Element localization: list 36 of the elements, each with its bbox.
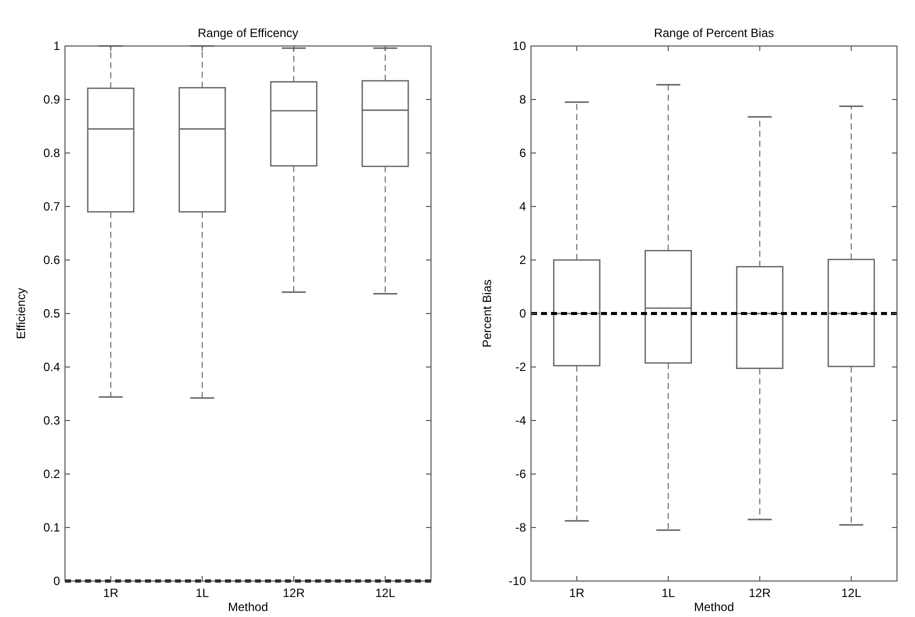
y-tick-label: -8 xyxy=(515,520,526,535)
x-tick-label: 1R xyxy=(569,586,585,600)
y-tick-label: 0.4 xyxy=(43,360,60,374)
y-tick-label: 2 xyxy=(519,253,526,268)
x-tick-label: 1R xyxy=(103,586,119,600)
y-tick-label: 6 xyxy=(519,146,526,160)
y-tick-label: 0 xyxy=(53,574,60,588)
x-tick-label: 12L xyxy=(375,586,396,600)
chart-title: Range of Efficency xyxy=(198,26,298,40)
y-tick-label: 0.8 xyxy=(43,146,60,160)
y-tick-label: -10 xyxy=(508,574,526,588)
y-tick-label: 0.5 xyxy=(43,306,60,321)
y-tick-label: 0.7 xyxy=(43,200,60,214)
y-tick-label: 0.1 xyxy=(43,520,60,535)
x-tick-label: 1L xyxy=(196,586,210,600)
y-tick-label: 0.9 xyxy=(43,92,60,107)
y-axis-title: Percent Bias xyxy=(480,279,494,348)
y-tick-label: -2 xyxy=(515,360,526,374)
x-tick-label: 12R xyxy=(282,586,306,600)
x-tick-label: 12R xyxy=(748,586,772,600)
chart-title: Range of Percent Bias xyxy=(654,26,774,40)
y-tick-label: 0.2 xyxy=(43,467,60,482)
y-tick-label: 0.6 xyxy=(43,253,60,268)
x-tick-label: 1L xyxy=(662,586,676,600)
y-tick-label: 1 xyxy=(53,39,60,54)
y-tick-label: -4 xyxy=(515,414,526,428)
x-axis-title: Method xyxy=(694,600,734,614)
y-tick-label: 4 xyxy=(519,200,526,214)
y-tick-label: 0 xyxy=(519,306,526,321)
x-tick-label: 12L xyxy=(841,586,862,600)
y-tick-label: 8 xyxy=(519,92,526,107)
x-axis-title: Method xyxy=(228,600,268,614)
y-tick-label: -6 xyxy=(515,467,526,482)
y-tick-label: 0.3 xyxy=(43,414,60,428)
y-tick-label: 10 xyxy=(512,39,526,54)
y-axis-title: Efficiency xyxy=(14,288,28,340)
